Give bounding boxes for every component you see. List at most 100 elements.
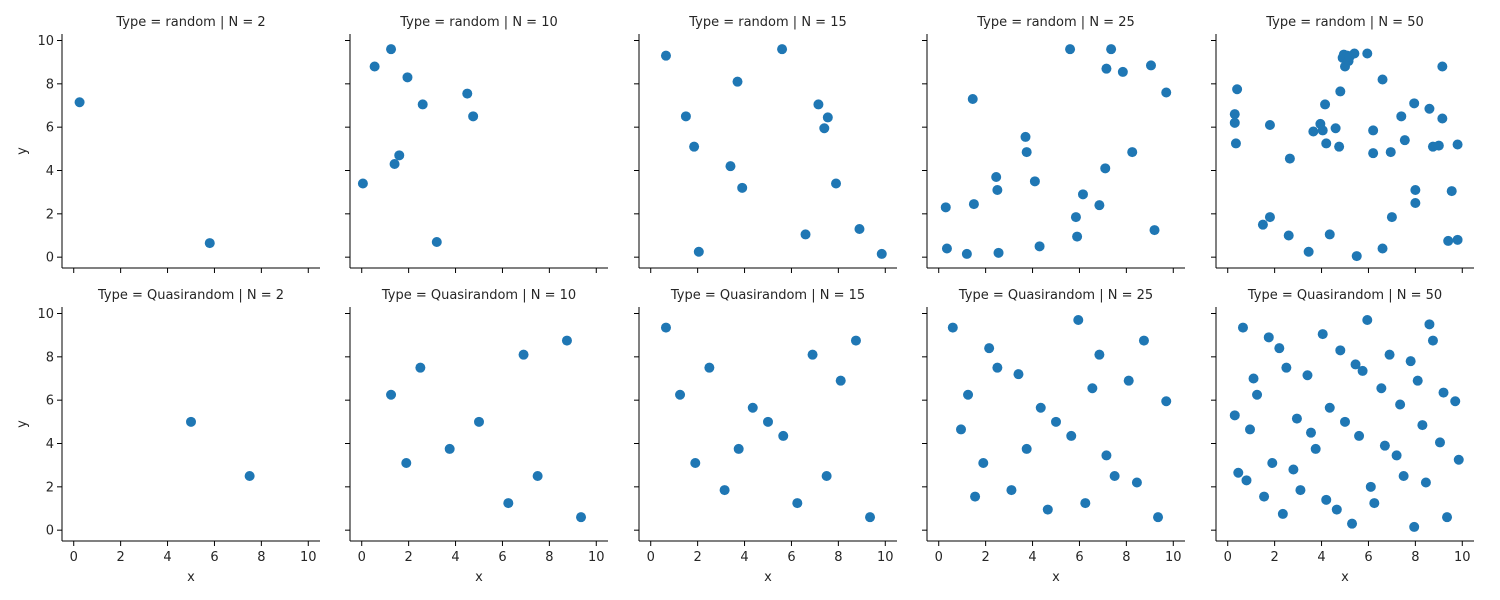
scatter-point (1021, 147, 1032, 158)
scatter-point (725, 161, 736, 172)
scatter-point (1320, 99, 1331, 110)
x-tick-label: 8 (1411, 550, 1419, 565)
scatter-point (1042, 504, 1053, 515)
x-tick-label: 10 (877, 550, 894, 565)
scatter-point (1264, 212, 1275, 223)
scatter-point (1274, 343, 1285, 354)
scatter-point (1295, 485, 1306, 496)
scatter-point (822, 112, 833, 123)
scatter-point (415, 362, 426, 373)
scatter-point (1369, 498, 1380, 509)
scatter-point (1252, 389, 1263, 400)
scatter-point (1145, 60, 1156, 71)
scatter-point (967, 94, 978, 104)
scatter-point (503, 498, 514, 509)
scatter-point (1029, 176, 1040, 187)
scatter-point (1317, 329, 1328, 340)
scatter-point (74, 97, 85, 108)
scatter-point (1321, 494, 1332, 505)
scatter-point (807, 349, 818, 360)
scatter-point (1442, 512, 1453, 523)
scatter-point (1065, 44, 1076, 55)
panel-title: Type = Quasirandom | N = 2 (97, 288, 284, 303)
scatter-point (1377, 243, 1388, 254)
facet-panel-7: Type = Quasirandom | N = 10 0 2 4 6 8 10 x (345, 288, 608, 585)
scatter-point (732, 76, 743, 87)
scatter-point (660, 50, 671, 61)
facet-panel-1: Type = random | N = 2 0 2 4 6 8 10 y (15, 15, 320, 273)
scatter-point (369, 61, 380, 72)
scatter-point (1453, 454, 1464, 465)
y-tick-label: 0 (46, 524, 54, 539)
y-axis-label: y (15, 147, 30, 155)
scatter-point (1127, 147, 1138, 158)
scatter-point (1229, 109, 1240, 120)
panel-title: Type = random | N = 25 (976, 15, 1135, 30)
scatter-point (680, 111, 691, 122)
scatter-point (733, 443, 744, 454)
scatter-point (1386, 212, 1397, 223)
scatter-point (1379, 440, 1390, 451)
scatter-point (1073, 315, 1084, 325)
y-tick-label: 6 (46, 394, 54, 409)
scatter-point (778, 430, 789, 441)
scatter-point (1391, 450, 1402, 461)
scatter-point (1351, 251, 1362, 262)
scatter-point (854, 224, 865, 234)
scatter-point (963, 389, 974, 400)
x-tick-label: 4 (740, 550, 748, 565)
scatter-point (1308, 126, 1319, 137)
scatter-point (1229, 117, 1240, 128)
scatter-point (1072, 231, 1083, 242)
scatter-point (1335, 345, 1346, 356)
y-tick-label: 8 (46, 350, 54, 365)
x-tick-label: 6 (498, 550, 506, 565)
scatter-point (1395, 399, 1406, 410)
x-tick-label: 2 (693, 550, 701, 565)
scatter-point (970, 491, 981, 502)
scatter-point (1288, 464, 1299, 475)
scatter-point (1368, 148, 1379, 159)
scatter-point (876, 248, 887, 259)
scatter-point (1398, 471, 1409, 481)
facet-panel-10: Type = Quasirandom | N = 50 0 2 4 6 8 10 x (1211, 288, 1474, 585)
scatter-point (386, 389, 397, 400)
y-tick-label: 2 (46, 480, 54, 495)
scatter-point (984, 343, 995, 354)
y-tick-label: 6 (46, 121, 54, 136)
scatter-point (865, 512, 876, 523)
scatter-point (1410, 185, 1421, 195)
scatter-point (389, 159, 400, 169)
scatter-point (1257, 219, 1268, 230)
panel-title: Type = Quasirandom | N = 25 (958, 288, 1153, 303)
scatter-point (992, 185, 1003, 195)
x-tick-label: 4 (1028, 550, 1036, 565)
scatter-point (1368, 125, 1379, 136)
x-tick-label: 10 (588, 550, 605, 565)
x-axis-label: x (1341, 570, 1349, 585)
scatter-point (1409, 98, 1420, 109)
x-tick-label: 0 (1224, 550, 1232, 565)
scatter-point (1237, 322, 1248, 333)
scatter-point (1123, 375, 1134, 386)
scatter-point (1070, 212, 1081, 223)
x-tick-label: 10 (1165, 550, 1182, 565)
scatter-point (1437, 113, 1448, 124)
scatter-point (401, 458, 412, 468)
x-tick-label: 2 (404, 550, 412, 565)
scatter-point (941, 243, 952, 254)
x-axis-label: x (187, 570, 195, 585)
scatter-point (1405, 356, 1416, 367)
scatter-point (1035, 402, 1046, 413)
scatter-point (831, 178, 842, 189)
scatter-point (1277, 508, 1288, 519)
scatter-point (1161, 396, 1172, 407)
scatter-point (1384, 349, 1395, 360)
panel-title: Type = Quasirandom | N = 50 (1247, 288, 1442, 303)
scatter-point (689, 141, 700, 152)
x-axis-label: x (475, 570, 483, 585)
scatter-point (1066, 430, 1077, 441)
scatter-point (1161, 87, 1172, 98)
scatter-point (1241, 475, 1252, 486)
scatter-point (1335, 86, 1346, 97)
